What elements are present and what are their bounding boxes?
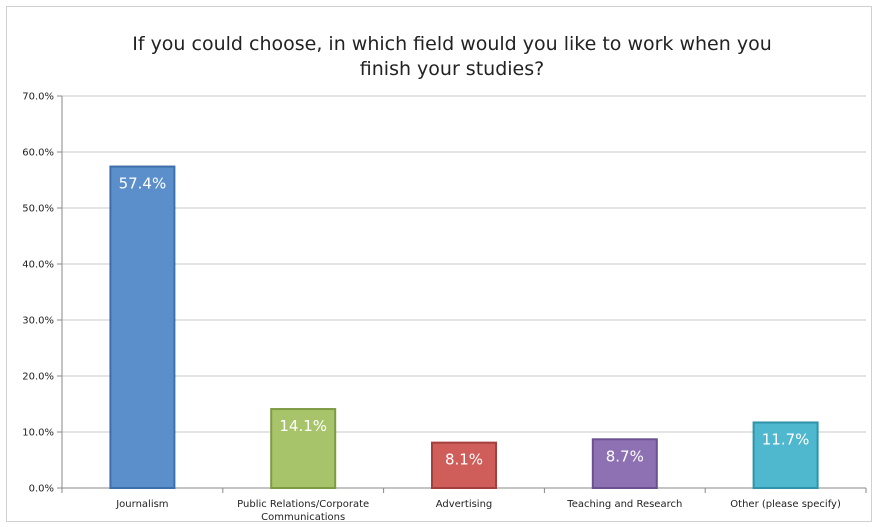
y-tick-label: 20.0% (22, 372, 54, 383)
data-label: 8.1% (445, 451, 483, 469)
x-tick-label: Advertising (436, 499, 493, 510)
y-tick-label: 60.0% (22, 148, 54, 159)
y-tick-label: 30.0% (22, 316, 54, 327)
y-tick-label: 40.0% (22, 260, 54, 271)
bar-1 (109, 165, 176, 489)
bar-5 (752, 421, 819, 490)
chart-title-line: If you could choose, in which field woul… (132, 33, 772, 55)
data-label: 57.4% (119, 175, 167, 193)
data-label: 11.7% (762, 430, 810, 448)
y-tick-label: 0.0% (29, 484, 54, 495)
data-label: 14.1% (279, 417, 327, 435)
y-tick-label: 10.0% (22, 428, 54, 439)
x-tick-label: Journalism (115, 499, 168, 510)
x-tick-label: Public Relations/Corporate (237, 499, 369, 510)
x-tick-label: Communications (261, 512, 345, 523)
bar-2 (270, 408, 337, 490)
bar-4 (591, 438, 658, 489)
bar-3 (431, 441, 497, 490)
x-tick-label: Teaching and Research (566, 499, 682, 510)
x-tick-label: Other (please specify) (730, 499, 841, 510)
y-tick-label: 50.0% (22, 204, 54, 215)
chart-title-line: finish your studies? (360, 58, 544, 80)
data-label: 8.7% (606, 447, 644, 465)
y-tick-label: 70.0% (22, 92, 54, 103)
